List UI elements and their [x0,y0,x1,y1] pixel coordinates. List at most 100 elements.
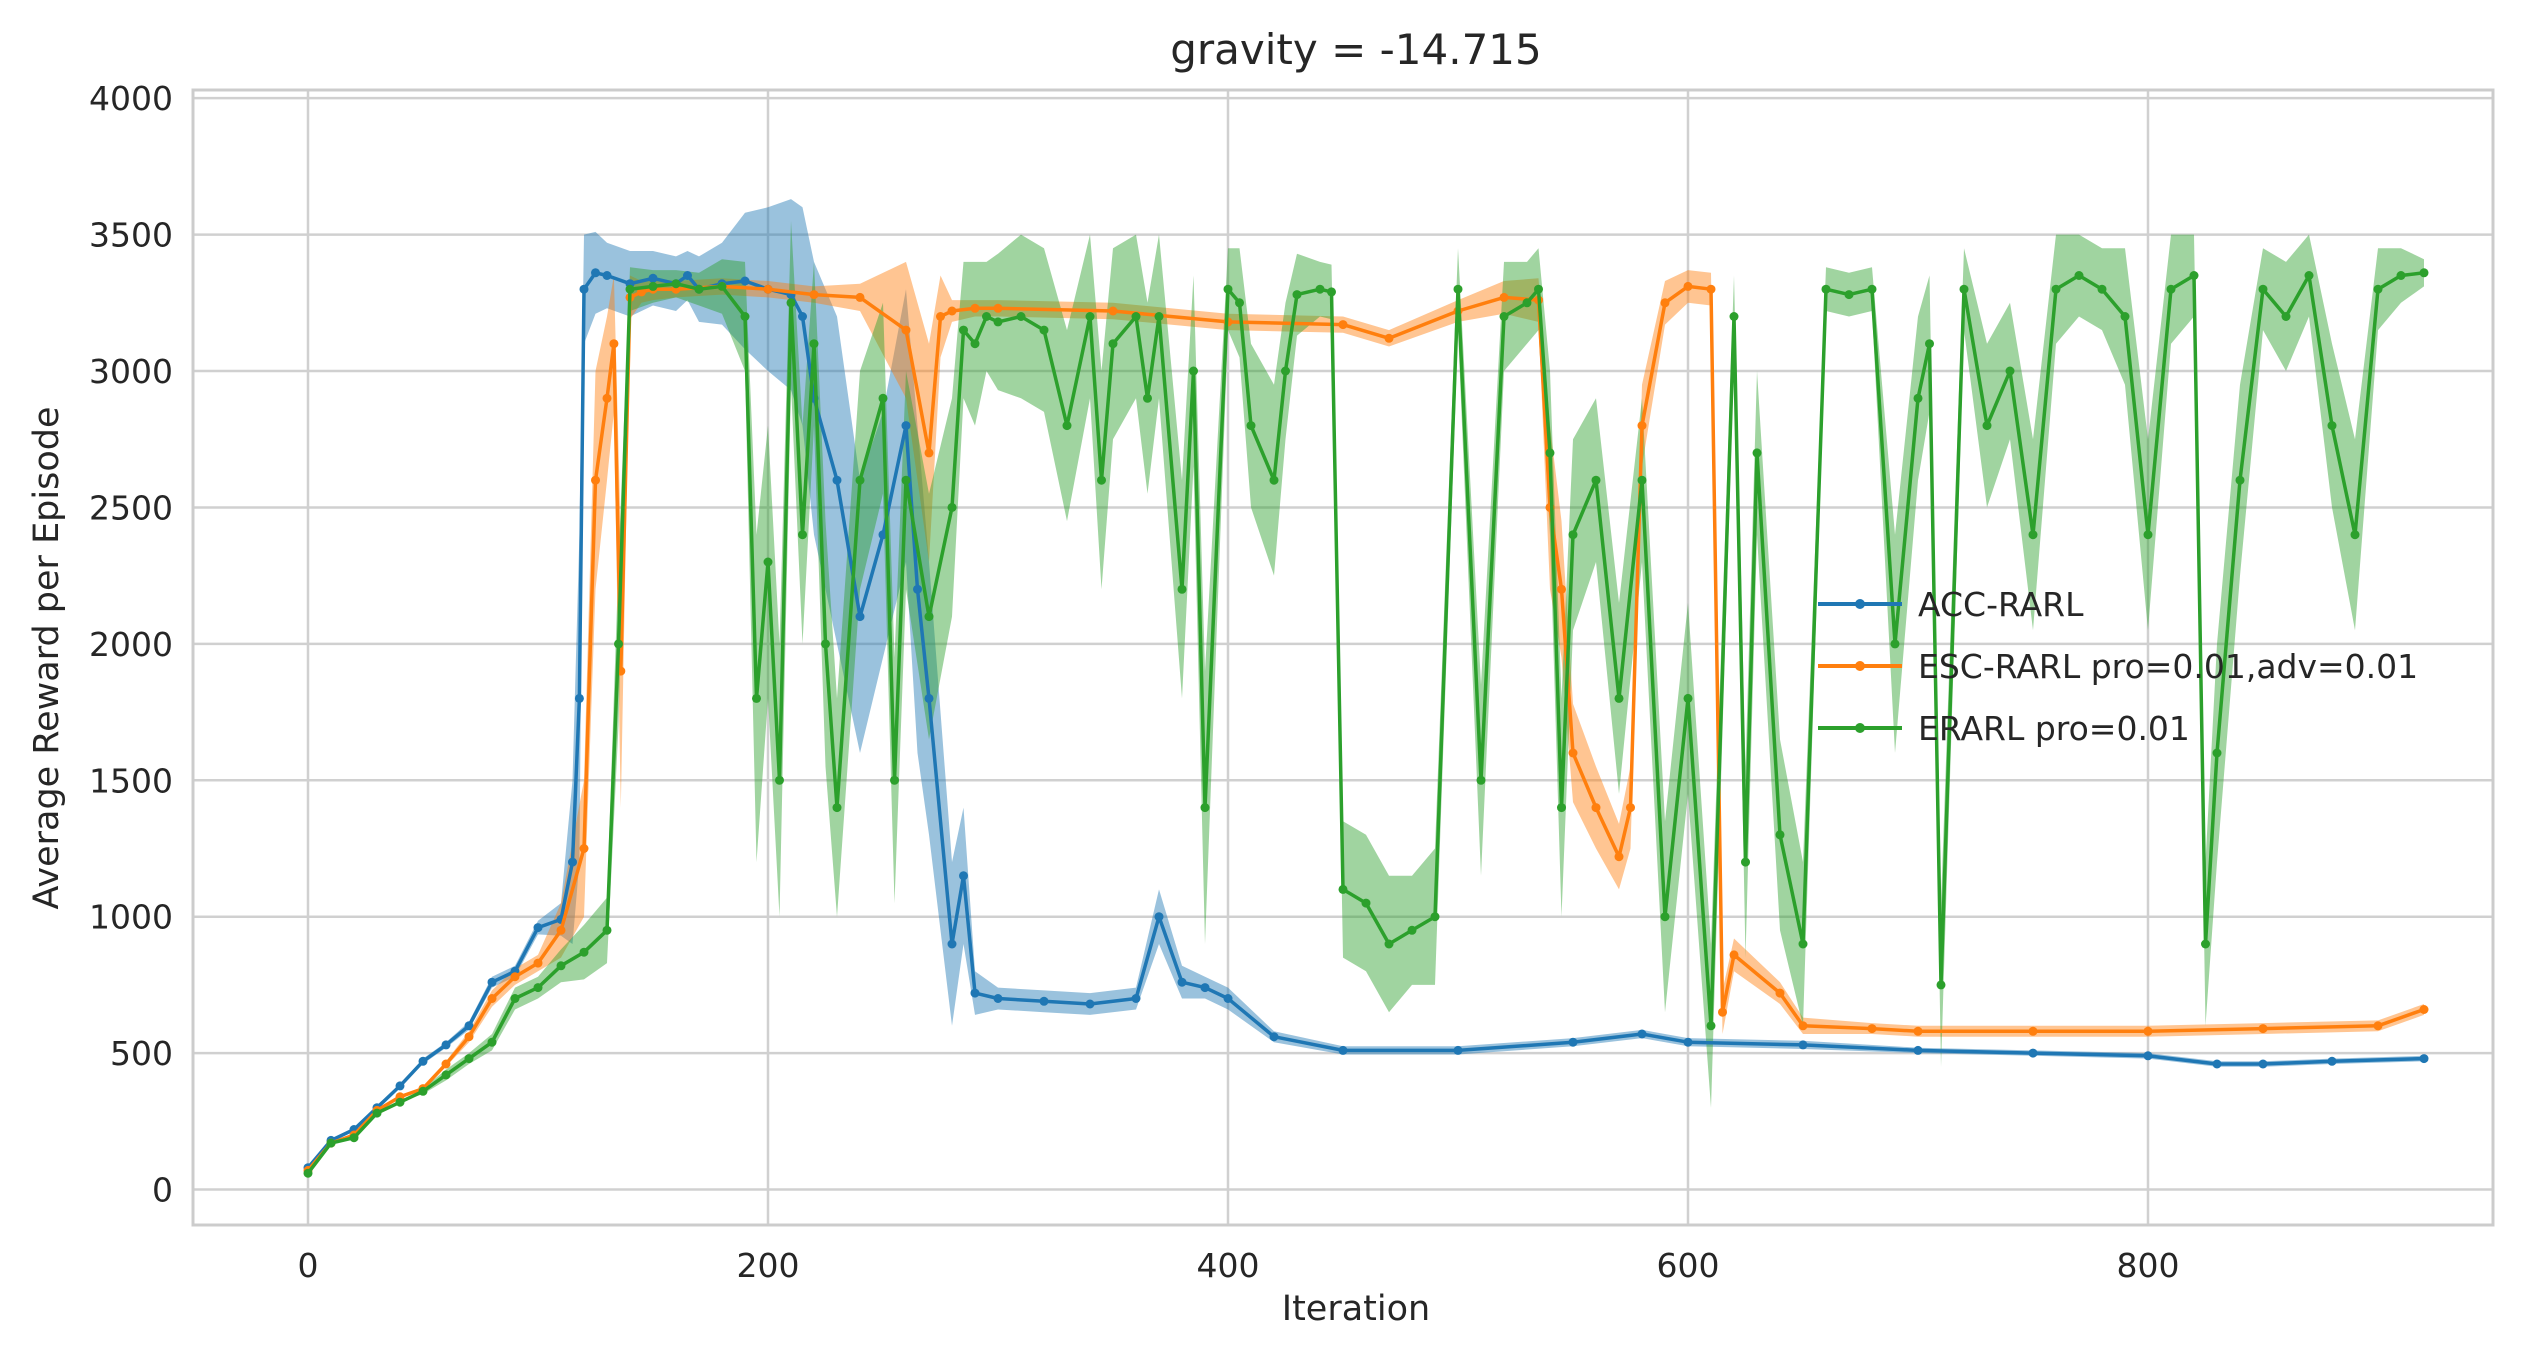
data-point [970,988,980,998]
data-point [901,421,911,431]
data-point [372,1108,382,1118]
series-lines [303,268,2429,1178]
data-point [1867,1024,1877,1034]
x-tick-label: 200 [737,1246,800,1285]
legend-label: ACC-RARL [1918,585,2084,624]
data-point [1936,980,1946,990]
data-point [2327,421,2337,431]
data-point [1752,448,1762,458]
data-point [1683,281,1693,291]
data-point [1591,475,1601,485]
y-tick-label: 1000 [89,898,173,937]
data-point [1925,339,1934,349]
data-point [1453,1045,1463,1055]
y-tick-label: 2500 [89,488,173,527]
data-point [1718,1007,1727,1017]
legend-marker [1855,723,1865,733]
data-point [1177,584,1187,594]
data-point [775,775,784,785]
data-point [326,1138,336,1148]
data-point [2373,284,2383,294]
data-point [1223,994,1233,1003]
legend-label: ERARL pro=0.01 [1918,709,2190,748]
data-point [982,312,991,321]
data-point [740,276,750,286]
data-point [2304,271,2314,280]
data-point [349,1133,359,1143]
y-tick-label: 4000 [89,79,173,118]
data-point [2143,1051,2153,1061]
data-point [1338,320,1348,330]
data-point [2419,1005,2429,1014]
data-point [2373,1021,2383,1031]
data-point [959,871,968,881]
data-point [1097,475,1106,485]
data-point [1637,475,1647,485]
data-point [1557,584,1566,594]
data-point [1614,693,1624,703]
data-point [441,1059,451,1069]
data-point [1292,290,1302,300]
data-point [1131,994,1141,1003]
data-point [1614,852,1624,862]
data-point [2143,530,2153,540]
data-point [1085,312,1095,321]
data-point [1223,284,1233,294]
x-tick-label: 800 [2117,1246,2180,1285]
data-point [936,312,945,321]
data-point [1798,1021,1808,1031]
data-point [821,639,830,649]
y-tick-label: 3000 [89,352,173,391]
data-point [1189,366,1198,376]
data-point [1499,312,1509,321]
data-point [2201,939,2210,949]
data-point [533,983,543,993]
data-point [1660,298,1670,308]
data-point [487,994,497,1003]
data-point [1108,306,1118,316]
data-point [648,281,658,291]
data-point [1626,803,1635,813]
data-point [1361,898,1371,908]
data-point [1108,339,1118,349]
data-point [464,1054,474,1064]
data-point [591,475,600,485]
data-point [418,1056,428,1066]
data-point [510,972,520,982]
y-axis-label: Average Reward per Episode [27,406,67,909]
plot-frame [191,88,2495,1227]
data-point [1890,639,1900,649]
data-point [1143,393,1152,403]
data-point [890,775,899,785]
data-point [1062,421,1072,431]
data-point [2097,284,2107,294]
data-point [1430,912,1440,922]
data-point [2143,1026,2153,1036]
data-point [441,1040,451,1050]
data-point [1545,448,1555,458]
data-point [970,303,980,313]
data-point [1982,421,1992,431]
data-point [1568,1037,1578,1047]
y-tick-label: 2000 [89,625,173,664]
data-point [671,279,681,289]
data-point [993,317,1003,327]
data-point [832,475,842,485]
data-point [1741,857,1750,867]
data-point [798,530,807,540]
data-point [1729,950,1739,960]
data-point [855,612,865,622]
data-point [1154,912,1164,922]
y-tick-label: 0 [152,1171,173,1210]
legend-item-1: ESC-RARL pro=0.01,adv=0.01 [1818,647,2418,686]
data-point [1476,775,1486,785]
data-point [1775,830,1785,840]
data-point [487,977,497,987]
data-point [602,271,612,280]
data-point [901,325,911,335]
data-point [568,857,577,867]
data-point [901,475,911,485]
data-point [1798,1040,1808,1050]
data-point [763,557,773,567]
